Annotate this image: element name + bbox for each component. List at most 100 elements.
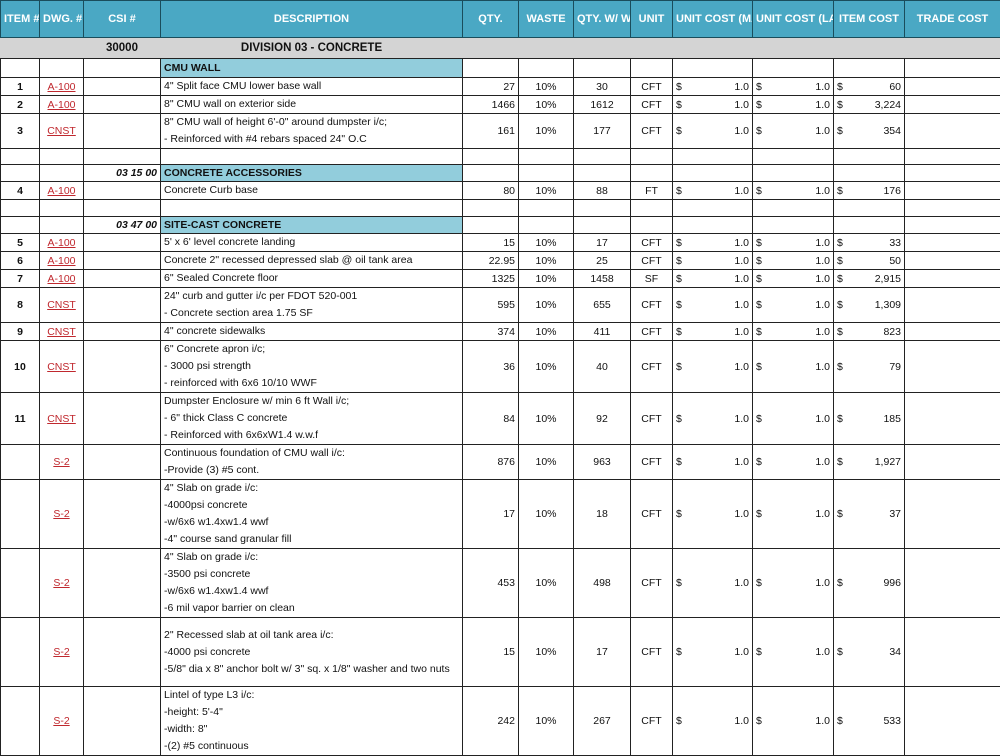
trade-cost [905,182,1000,200]
item-cost-value: $33 [837,237,901,249]
drawing-link[interactable]: A-100 [47,273,75,285]
waste: 10% [519,549,574,618]
unit-cost-material-value: $1.0 [676,715,749,727]
description-cell: 8" CMU wall on exterior side [161,96,463,114]
description-line: - 6" thick Class C concrete [164,410,459,427]
item-number: 7 [1,270,40,288]
col-header-trade-cost[interactable]: TRADE COST [905,1,1000,38]
item-cost: $1,309 [834,288,905,323]
col-header-csi[interactable]: CSI # [84,1,161,38]
unit-cost-material: $1.0 [673,618,753,687]
empty-cell [1,217,40,234]
unit-cost-labor-value: $1.0 [756,185,830,197]
drawing-link[interactable]: A-100 [47,237,75,249]
currency-symbol: $ [676,508,682,520]
col-header-waste[interactable]: WASTE [519,1,574,38]
currency-symbol: $ [756,508,762,520]
drawing-link[interactable]: CNST [47,413,76,425]
drawing-link[interactable]: S-2 [53,456,69,468]
description-line: - Concrete section area 1.75 SF [164,305,459,322]
unit-cost-material: $1.0 [673,114,753,149]
col-header-qty-with-waste[interactable]: QTY. W/ WASTE [574,1,631,38]
drawing-link[interactable]: CNST [47,299,76,311]
item-cost-value: $823 [837,326,901,338]
item-cost-value: $2,915 [837,273,901,285]
col-header-item-cost[interactable]: ITEM COST [834,1,905,38]
amount: 1.0 [734,715,749,727]
drawing-link[interactable]: S-2 [53,646,69,658]
item-cost: $354 [834,114,905,149]
col-header-unit-cost-material[interactable]: UNIT COST (MATERIAL) [673,1,753,38]
item-cost-value: $996 [837,577,901,589]
drawing-link[interactable]: S-2 [53,508,69,520]
empty-cell [753,149,834,165]
waste: 10% [519,96,574,114]
drawing-link[interactable]: A-100 [47,81,75,93]
drawing-link[interactable]: CNST [47,326,76,338]
qty-with-waste: 25 [574,252,631,270]
trade-cost [905,341,1000,393]
unit: CFT [631,323,673,341]
qty: 595 [463,288,519,323]
item-cost-value: $176 [837,185,901,197]
unit-cost-labor: $1.0 [753,234,834,252]
csi-cell [84,114,161,149]
dwg-cell: CNST [40,114,84,149]
unit: CFT [631,78,673,96]
currency-symbol: $ [756,577,762,589]
unit-cost-material: $1.0 [673,270,753,288]
description-line: -(2) #5 continuous [164,738,459,755]
amount: 37 [889,508,901,520]
unit-cost-labor: $1.0 [753,393,834,445]
unit-cost-labor-value: $1.0 [756,361,830,373]
drawing-link[interactable]: A-100 [47,99,75,111]
currency-symbol: $ [837,255,843,267]
col-header-description[interactable]: DESCRIPTION [161,1,463,38]
amount: 1.0 [734,326,749,338]
amount: 1.0 [815,81,830,93]
col-header-unit-cost-labor[interactable]: UNIT COST (LAB. + EQUIP.) [753,1,834,38]
amount: 1.0 [734,508,749,520]
unit-cost-material-value: $1.0 [676,99,749,111]
currency-symbol: $ [837,185,843,197]
item-cost-value: $533 [837,715,901,727]
description-cell: 6" Sealed Concrete floor [161,270,463,288]
amount: 533 [883,715,901,727]
unit-cost-labor-value: $1.0 [756,255,830,267]
amount: 1.0 [734,456,749,468]
currency-symbol: $ [676,125,682,137]
col-header-qty[interactable]: QTY. [463,1,519,38]
description-line: -5/8" dia x 8" anchor bolt w/ 3" sq. x 1… [164,661,459,678]
item-cost-value: $1,927 [837,456,901,468]
unit-cost-labor-value: $1.0 [756,81,830,93]
qty-with-waste: 498 [574,549,631,618]
unit: CFT [631,341,673,393]
currency-symbol: $ [676,361,682,373]
drawing-link[interactable]: S-2 [53,577,69,589]
drawing-link[interactable]: S-2 [53,715,69,727]
col-header-item[interactable]: ITEM # [1,1,40,38]
empty-cell [834,200,905,217]
empty-cell [40,59,84,78]
amount: 823 [883,326,901,338]
unit-cost-labor-value: $1.0 [756,237,830,249]
unit-cost-labor-value: $1.0 [756,99,830,111]
col-header-dwg[interactable]: DWG. # [40,1,84,38]
drawing-link[interactable]: A-100 [47,255,75,267]
dwg-cell: A-100 [40,252,84,270]
unit: FT [631,182,673,200]
amount: 1.0 [734,81,749,93]
waste: 10% [519,234,574,252]
unit-cost-material: $1.0 [673,341,753,393]
description-line: 6" Sealed Concrete floor [164,270,459,287]
drawing-link[interactable]: CNST [47,125,76,137]
col-header-unit[interactable]: UNIT [631,1,673,38]
description-cell: 4" concrete sidewalks [161,323,463,341]
currency-symbol: $ [756,99,762,111]
drawing-link[interactable]: A-100 [47,185,75,197]
empty-cell [834,59,905,78]
drawing-link[interactable]: CNST [47,361,76,373]
description-cell: Dumpster Enclosure w/ min 6 ft Wall i/c;… [161,393,463,445]
description-line: -w/6x6 w1.4xw1.4 wwf [164,514,459,531]
